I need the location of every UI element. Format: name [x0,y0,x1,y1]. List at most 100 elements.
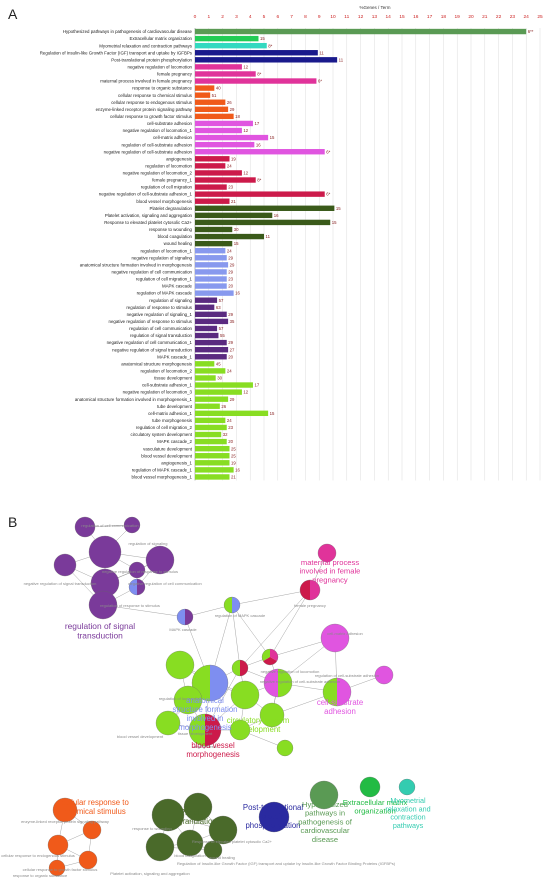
node-slice [205,714,221,746]
x-tick-label: 22 [496,14,502,20]
bar-label: blood coagulation [158,234,193,239]
network-node [48,859,66,877]
node-outline [261,648,279,666]
network-node [52,797,78,823]
node-label: Response to elevated platelet cytosolic … [192,839,273,844]
node-slice [263,657,277,665]
bar [195,240,233,247]
bar-count-label: 16 [235,467,240,472]
bar [195,403,220,409]
bar [195,410,269,417]
bar-count-label: 29 [230,107,235,112]
node-outline [188,713,222,747]
network-edge [231,604,271,658]
bar-count-label: 25 [231,446,236,451]
network-node [74,516,96,538]
bar-count-label: 15 [270,135,275,140]
bar-label: negative regulation of locomotion_1 [123,128,193,133]
bar [195,290,234,296]
x-tick-label: 13 [372,14,378,20]
network-node [188,713,222,747]
node-label: regulation of cell communication [81,523,138,528]
node-slice [337,678,351,706]
x-tick-label: 20 [468,14,474,20]
x-tick-label: 7 [290,14,293,20]
node-label: negative regulation of locomotion [261,669,320,674]
bar-label: Myometrial relaxation and contraction pa… [99,43,193,48]
bar-label: enzyme-linked receptor protein signaling… [96,107,193,112]
bar [195,346,229,353]
bar-count-label: 24 [227,163,232,168]
bar-label: regulation of cell migration [141,185,193,190]
bar-label: regulation of signal transduction [130,333,193,338]
cluster-label: Myometrial relaxation and contraction pathw… [385,796,430,830]
bar-count-label: 51 [212,93,217,98]
node-slice [232,660,240,676]
node-label: wound healing [209,855,235,860]
bar [195,311,227,318]
node-slice [137,579,145,595]
bar-count-label: 29 [230,397,235,402]
bar [195,120,253,127]
bar-label: Hypothesized pathways in pathogenesis of… [63,29,193,34]
x-tick-label: 24 [524,14,530,20]
node-outline [299,579,321,601]
node-label: response to wounding [132,826,171,831]
bar-count-label: 55 [220,333,225,338]
bar [195,85,215,91]
bar-count-label: 30 [234,227,239,232]
bar-label: circulatory system development [131,432,193,437]
cluster-labels: regulation of signal transduction maternal… [61,558,430,844]
bar [195,368,226,374]
bar-count-label: 20 [228,354,233,359]
bar-label: anatomical structure formation involved … [75,397,193,402]
network-node [322,677,352,707]
network-node [128,561,146,579]
bar-count-label: 29 [228,340,233,345]
cluster-label: cellular response to chemical stimulus [61,798,129,816]
node-slice [129,579,137,595]
node-outline [128,578,146,596]
bar [195,276,227,282]
node-slice [177,609,185,625]
network-node [208,815,238,845]
bar-count-label: 17 [254,383,259,388]
bar-count-label: 63 [216,305,221,310]
bar [195,283,227,289]
bar-label: Post-translational protein phosphorylati… [111,57,192,62]
bar-label: negative regulation of cell-substrate ad… [99,192,193,197]
bar-count-label: 23 [228,425,233,430]
node-labels: regulation of cell communication regulati… [1,523,396,878]
bar [195,361,215,367]
bar [195,417,226,424]
bar-label: regulation of cell migration_1 [136,277,193,282]
node-label: negative regulation of cell communicatio… [128,581,201,586]
bar-count-label: 8* [268,43,272,48]
bar [195,170,242,176]
bar-label: tube development [157,404,193,409]
bar-count-label: 11 [339,57,344,62]
bar-count-label: 15 [332,220,337,225]
bar-count-label: 23 [228,277,233,282]
cluster-label: maternal process involved in female pregna… [300,558,361,584]
bar-count-label: 35 [230,319,235,324]
bar-count-label: 57 [219,326,224,331]
bar [195,156,230,162]
bar [195,262,229,268]
bar [195,332,219,339]
bar-count-label: 20 [228,284,233,289]
bar-count-label: 20 [228,439,233,444]
bar-label: Response to elevated platelet cytosolic … [104,220,192,225]
network-node [261,648,279,666]
bar [195,354,227,360]
bar [195,28,527,35]
bar-count-label: 17 [254,121,259,126]
bar-label: angiogenesis [166,156,193,161]
network-node [145,545,175,575]
bar [195,474,230,480]
node-outline [223,596,241,614]
x-tick-label: 12 [358,14,364,20]
bar-label: negative regulation of locomotion [128,64,193,69]
network-node [128,578,146,596]
network-node [82,820,102,840]
